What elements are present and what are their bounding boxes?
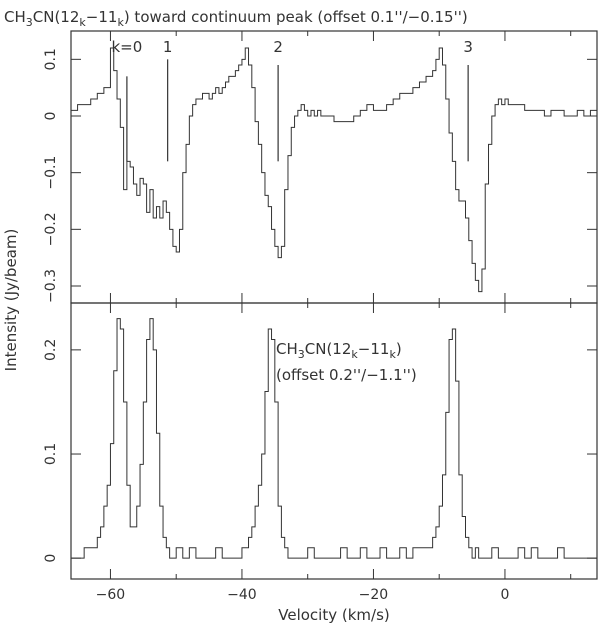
top-ytick-label: 0.1 bbox=[43, 48, 59, 70]
top-ytick-label: 0 bbox=[43, 112, 59, 121]
bottom-xtick-label: −20 bbox=[359, 587, 389, 603]
bottom-ytick-label: 0 bbox=[43, 554, 59, 563]
bottom-spectrum-line bbox=[71, 318, 597, 559]
top-ytick-label: −0.2 bbox=[43, 212, 59, 246]
bottom-ytick-label: 0.2 bbox=[43, 339, 59, 361]
bottom-plot-area: 0.2 0.1 0 −60 −40 −20 0 bbox=[43, 303, 597, 603]
bottom-xtick-label: 0 bbox=[500, 587, 509, 603]
bottom-xtick-label: −40 bbox=[227, 587, 257, 603]
top-plot-area: 0.1 0 −0.1 −0.2 −0.3 k=0 1 2 3 bbox=[43, 31, 597, 303]
k-marker-label: 1 bbox=[163, 38, 173, 56]
top-ytick-label: −0.1 bbox=[43, 156, 59, 190]
bottom-xtick-label: −60 bbox=[96, 587, 126, 603]
k-marker-label: 3 bbox=[463, 38, 473, 56]
top-spectrum-line bbox=[71, 47, 597, 293]
bottom-panel-annotation-line2: (offset 0.2''/−1.1'') bbox=[276, 366, 417, 384]
k-marker-label: k=0 bbox=[111, 38, 142, 56]
x-axis-label: Velocity (km/s) bbox=[278, 606, 389, 624]
top-panel-title: CH3CN(12k−11k) toward continuum peak (of… bbox=[4, 8, 468, 29]
bottom-panel-annotation-line1: CH3CN(12k−11k) bbox=[276, 340, 402, 361]
k-marker-label: 2 bbox=[273, 38, 283, 56]
top-panel-frame bbox=[70, 30, 598, 304]
bottom-ytick-label: 0.1 bbox=[43, 443, 59, 465]
top-ytick-label: −0.3 bbox=[43, 269, 59, 303]
bottom-panel-frame bbox=[70, 302, 598, 580]
y-axis-label: Intensity (Jy/beam) bbox=[2, 229, 20, 372]
